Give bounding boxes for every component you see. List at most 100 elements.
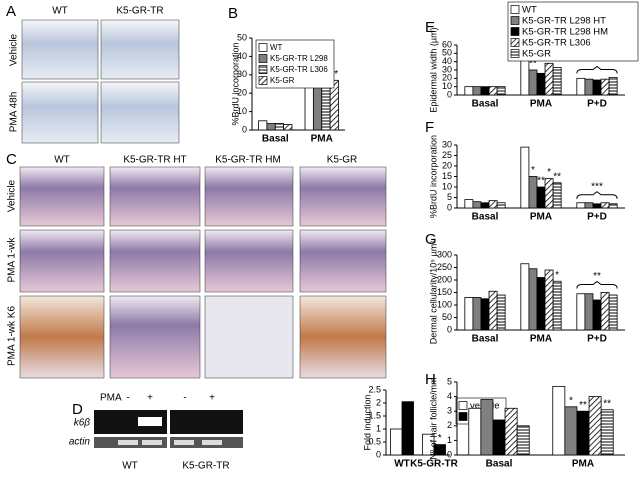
legend-swatch <box>258 54 268 63</box>
panel-letter: A <box>6 3 16 20</box>
column-label: K5-GR-TR HT <box>123 155 186 166</box>
x-tick-label: PMA <box>530 334 552 345</box>
bar <box>576 410 590 456</box>
bar <box>600 78 610 96</box>
x-tick-label: PMA <box>530 212 552 223</box>
bar <box>266 123 276 131</box>
bar <box>592 79 602 96</box>
bar <box>496 86 506 96</box>
legend-label: K5-GR-TR L298 HM <box>522 27 608 38</box>
row-label: PMA 48h <box>9 92 20 133</box>
bar <box>536 72 546 96</box>
y-tick-label: 200 <box>437 274 452 284</box>
column-label: WT <box>54 155 70 166</box>
bar <box>488 86 498 96</box>
bracket <box>576 191 618 199</box>
significance: ** <box>593 271 601 282</box>
y-axis-label: Fold induction <box>362 394 372 450</box>
x-tick-label: PMA <box>530 99 552 110</box>
y-tick-label: 250 <box>437 262 452 272</box>
y-tick-label: 60 <box>442 39 452 49</box>
lane-label: - <box>126 393 129 404</box>
x-tick-label: P+D <box>587 334 607 345</box>
panel-letter: C <box>6 151 17 168</box>
bracket <box>576 280 618 289</box>
y-axis-label: %BrdU incorporation <box>428 135 438 218</box>
bar <box>600 292 610 331</box>
y-tick-label: 300 <box>437 249 452 259</box>
column-label: K5-GR <box>327 155 358 166</box>
y-tick-label: 0 <box>447 449 452 459</box>
bar <box>564 406 578 456</box>
y-tick-label: 30 <box>442 64 452 74</box>
significance: ** <box>579 400 587 411</box>
legend-label: WT <box>522 5 537 16</box>
bar <box>536 277 546 331</box>
y-tick-label: 50 <box>442 312 452 322</box>
y-tick-label: 20 <box>442 160 452 170</box>
y-tick-label: 2.5 <box>368 384 381 394</box>
bar <box>464 199 474 209</box>
y-tick-label: 4 <box>447 391 452 401</box>
bar <box>536 186 546 209</box>
bar <box>552 182 562 209</box>
significance: ** <box>603 398 611 409</box>
bar <box>552 280 562 331</box>
lane-label: + <box>209 393 215 404</box>
y-tick-label: 40 <box>442 56 452 66</box>
x-tick-label: Basal <box>472 212 499 223</box>
y-tick-label: 10 <box>442 81 452 91</box>
y-axis-label: Epidermal width (µm) <box>428 27 438 112</box>
bracket <box>576 65 618 74</box>
column-label: K5-GR-TR <box>116 6 163 17</box>
y-tick-label: 150 <box>437 287 452 297</box>
panel-letter: E <box>425 19 435 36</box>
panel-letter: H <box>425 371 436 388</box>
bar <box>472 297 482 331</box>
bar <box>496 294 506 331</box>
column-label: K5-GR-TR HM <box>215 155 281 166</box>
micrographs <box>19 166 387 379</box>
y-tick-label: 100 <box>437 299 452 309</box>
y-tick-label: 10 <box>442 181 452 191</box>
bar <box>552 67 562 96</box>
significance: * <box>555 270 559 281</box>
bar <box>468 407 482 456</box>
x-tick-label: Basal <box>262 134 289 145</box>
bar <box>520 146 530 209</box>
bar <box>496 202 506 209</box>
legend-label: K5-GR <box>522 49 551 60</box>
x-tick-label: PMA <box>311 134 333 145</box>
panel-letter: D <box>72 401 83 418</box>
bar <box>588 396 602 456</box>
y-tick-label: 5 <box>447 192 452 202</box>
bar <box>472 86 482 96</box>
y-tick-label: 30 <box>237 69 247 79</box>
bar <box>584 202 594 209</box>
bar <box>488 200 498 209</box>
micrographs <box>21 19 180 144</box>
significance: *** <box>591 56 603 67</box>
bar <box>464 86 474 96</box>
y-tick-label: 0.5 <box>368 436 381 446</box>
bar <box>592 299 602 331</box>
bar <box>480 86 490 96</box>
y-tick-label: 0 <box>376 449 381 459</box>
legend-box <box>507 1 639 62</box>
bar <box>520 263 530 331</box>
panel-letter: F <box>425 119 434 136</box>
x-tick-label: Basal <box>472 99 499 110</box>
bar <box>516 425 530 456</box>
bar <box>600 409 614 456</box>
legend-label: WT <box>270 43 283 52</box>
bar <box>528 69 538 96</box>
legend-swatch <box>510 5 520 14</box>
y-tick-label: 2 <box>447 420 452 430</box>
bar <box>492 419 506 456</box>
legend-swatch <box>510 27 520 36</box>
y-axis-label: Nº of hair follicle/mm <box>428 377 438 459</box>
row-label: Vehicle <box>7 179 18 212</box>
bar <box>576 77 586 96</box>
legend-swatch <box>458 412 468 421</box>
